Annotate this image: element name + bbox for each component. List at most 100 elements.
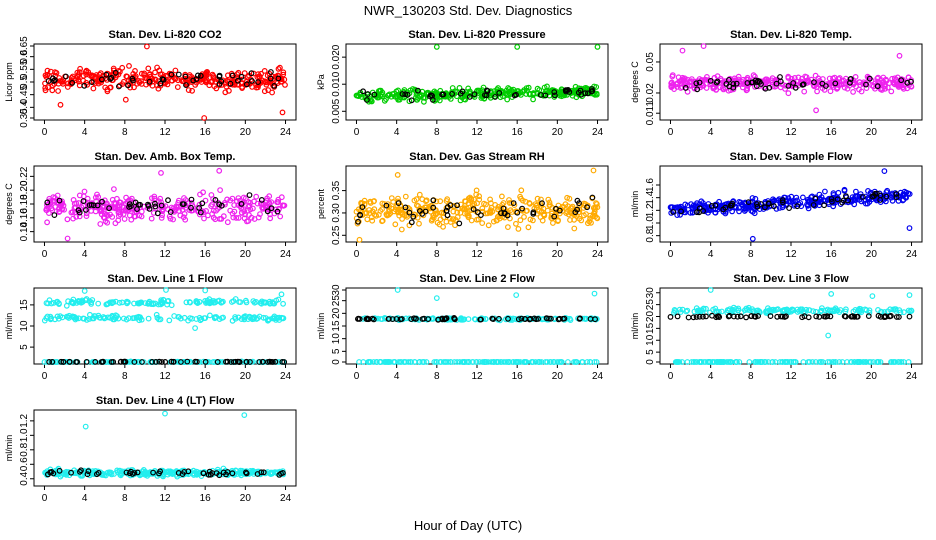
data-point [216,359,223,365]
x-tick-label: 0 [668,249,674,260]
x-tick-label: 4 [82,249,88,260]
data-point [388,93,395,100]
data-point [430,197,437,204]
data-point [44,199,51,206]
data-point [852,73,859,80]
data-point [734,313,741,320]
data-point [264,195,271,202]
data-point [243,218,250,225]
data-point [248,214,255,221]
data-point [434,219,441,226]
data-point [459,88,466,95]
x-tick-label: 0 [668,371,674,382]
data-point [212,196,219,203]
data-point [526,91,533,98]
data-point [580,205,587,211]
data-point [676,306,683,313]
data-point [567,317,574,324]
data-point [267,215,274,222]
data-point [127,197,134,204]
x-tick-label: 4 [394,371,400,382]
data-point [157,71,164,78]
data-point [438,210,445,216]
data-point [848,313,855,320]
data-point [801,88,808,95]
data-point [560,315,566,322]
data-point [279,109,286,116]
data-point [507,207,514,214]
data-point [800,81,807,88]
data-point [213,207,220,214]
data-point [132,199,139,206]
data-point [235,214,242,221]
data-point [508,200,515,206]
data-point [237,469,244,476]
y-tick-label: 15 [645,322,656,334]
data-point [273,297,280,304]
data-point [187,299,194,306]
data-point [779,197,786,204]
x-tick-label: 20 [240,249,252,260]
data-point [866,307,873,314]
data-point [827,313,834,320]
data-point [669,72,676,78]
data-point [76,468,83,475]
data-point [908,78,914,85]
data-point [893,191,900,197]
data-point [850,88,856,95]
data-point [859,194,866,200]
data-point [458,201,464,208]
data-point [212,216,219,223]
data-point [391,90,398,97]
data-point [267,79,274,85]
data-point [237,299,244,306]
data-point [166,317,173,324]
data-point [447,95,454,102]
data-point [206,468,213,475]
data-point [478,316,484,323]
data-point [726,312,733,319]
data-point [718,308,725,315]
data-point [478,212,484,219]
x-tick-label: 4 [82,371,88,382]
data-point [743,87,750,94]
data-point [755,313,761,319]
data-point [451,202,458,209]
data-point [214,359,221,365]
data-point [847,76,854,82]
x-tick-label: 16 [512,249,524,260]
data-point [47,313,54,320]
y-tick-label: 0.02 [645,83,656,103]
data-point [576,316,583,322]
data-point [280,69,287,76]
data-point [827,88,834,95]
data-point [104,86,111,93]
data-point [736,208,742,215]
x-tick-label: 12 [471,249,483,260]
data-point [891,75,898,82]
data-point [138,299,145,306]
data-point [473,359,480,365]
data-point [86,72,93,78]
data-point [155,198,162,205]
data-point [106,470,113,477]
data-point [188,196,195,203]
data-point [254,200,261,207]
data-point [66,359,73,365]
data-point [278,78,285,85]
data-point [779,81,786,88]
data-point [712,202,719,209]
data-point [41,317,48,324]
data-point [164,298,171,305]
y-tick-label: 25 [331,295,342,307]
data-point [739,84,746,91]
data-point [157,468,164,475]
y-axis-label: ml/min [4,435,14,462]
x-tick-label: 4 [708,127,714,138]
x-tick-label: 8 [122,371,128,382]
data-point [98,76,105,83]
data-point [713,86,720,93]
y-tick-label: 10 [19,320,30,332]
data-point [88,201,95,208]
